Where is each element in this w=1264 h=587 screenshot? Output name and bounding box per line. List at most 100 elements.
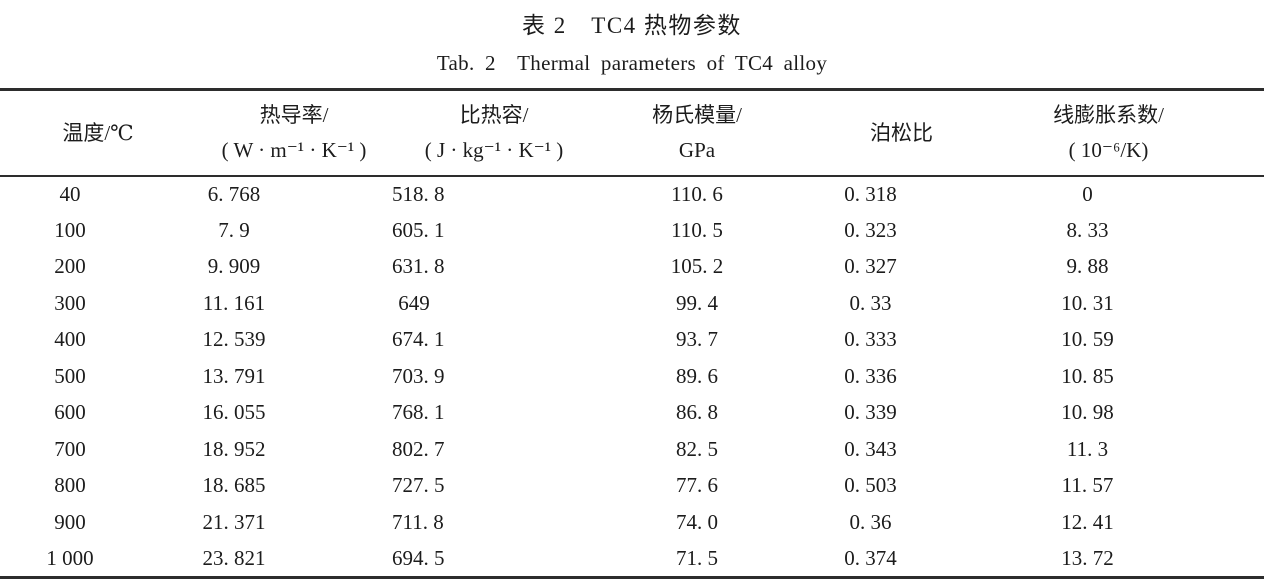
cell-poisson-ratio: 0. 33	[849, 290, 892, 315]
thermal-parameters-table: 温度/℃ 热导率/ ( W · m⁻¹ · K⁻¹ ) 比热容/ ( J · kg⁻¹ …	[0, 88, 1264, 579]
cell-youngs-modulus: 99. 4	[676, 290, 718, 315]
table-row: 700 18. 952 802. 7 82. 5 0. 343 11. 3	[0, 431, 1264, 468]
cell-youngs-modulus: 71. 5	[676, 545, 718, 570]
table-row: 100 7. 9 605. 1 110. 5 0. 323 8. 33	[0, 212, 1264, 249]
cell-poisson-ratio: 0. 323	[844, 217, 897, 242]
column-header-line: ( J · kg⁻¹ · K⁻¹ )	[424, 138, 564, 163]
cell-thermal-expansion: 0	[1082, 181, 1093, 206]
cell-temperature: 100	[54, 217, 86, 242]
cell-youngs-modulus: 110. 5	[671, 217, 723, 242]
table-row: 400 12. 539 674. 1 93. 7 0. 333 10. 59	[0, 322, 1264, 359]
cell-thermal-expansion: 10. 98	[1061, 400, 1114, 425]
cell-poisson-ratio: 0. 333	[844, 327, 897, 352]
cell-temperature: 900	[54, 509, 86, 534]
cell-temperature: 200	[54, 254, 86, 279]
table-row: 40 6. 768 518. 8 110. 6 0. 318 0	[0, 176, 1264, 213]
cell-specific-heat: 631. 8	[392, 254, 445, 279]
cell-youngs-modulus: 105. 2	[670, 254, 724, 279]
column-header-line: 杨氏模量/	[652, 103, 742, 127]
cell-thermal-expansion: 11. 57	[1061, 473, 1114, 498]
cell-specific-heat: 768. 1	[392, 400, 445, 425]
cell-thermal-conductivity: 18. 952	[202, 436, 266, 461]
table-row: 200 9. 909 631. 8 105. 2 0. 327 9. 88	[0, 249, 1264, 286]
column-header-poisson-ratio: 泊松比	[798, 90, 1005, 176]
cell-thermal-conductivity: 13. 791	[202, 363, 266, 388]
cell-thermal-conductivity: 11. 161	[202, 290, 266, 315]
cell-specific-heat: 605. 1	[392, 217, 445, 242]
cell-thermal-conductivity: 23. 821	[202, 545, 266, 570]
cell-thermal-conductivity: 12. 539	[202, 327, 266, 352]
column-header-line: 热导率/	[259, 103, 329, 127]
cell-specific-heat: 727. 5	[392, 473, 445, 498]
cell-poisson-ratio: 0. 336	[844, 363, 897, 388]
column-header-thermal-expansion: 线膨胀系数/ ( 10⁻⁶/K)	[1005, 90, 1264, 176]
column-header-line: ( 10⁻⁶/K)	[1068, 138, 1149, 163]
cell-thermal-expansion: 10. 85	[1061, 363, 1114, 388]
cell-temperature: 700	[54, 436, 86, 461]
table-title-zh: 表 2 TC4 热物参数	[522, 13, 742, 38]
cell-temperature: 800	[54, 473, 86, 498]
cell-poisson-ratio: 0. 36	[849, 509, 892, 534]
table-row: 800 18. 685 727. 5 77. 6 0. 503 11. 57	[0, 468, 1264, 505]
column-header-line: 泊松比	[870, 120, 933, 145]
table-row: 600 16. 055 768. 1 86. 8 0. 339 10. 98	[0, 395, 1264, 432]
table-row: 900 21. 371 711. 8 74. 0 0. 36 12. 41	[0, 504, 1264, 541]
cell-thermal-conductivity: 18. 685	[202, 473, 266, 498]
column-header-thermal-conductivity: 热导率/ ( W · m⁻¹ · K⁻¹ )	[196, 90, 392, 176]
table-row: 300 11. 161 649 99. 4 0. 33 10. 31	[0, 285, 1264, 322]
column-header-line: 温度/℃	[62, 120, 134, 145]
cell-thermal-expansion: 9. 88	[1066, 254, 1109, 279]
cell-specific-heat: 802. 7	[392, 436, 445, 461]
cell-youngs-modulus: 93. 7	[676, 327, 718, 352]
column-header-line: GPa	[678, 138, 716, 163]
cell-thermal-expansion: 10. 59	[1061, 327, 1114, 352]
table-header-row: 温度/℃ 热导率/ ( W · m⁻¹ · K⁻¹ ) 比热容/ ( J · kg⁻¹ …	[0, 90, 1264, 176]
column-header-specific-heat: 比热容/ ( J · kg⁻¹ · K⁻¹ )	[392, 90, 596, 176]
cell-temperature: 400	[54, 327, 86, 352]
cell-youngs-modulus: 77. 6	[676, 473, 718, 498]
cell-thermal-expansion: 11. 3	[1066, 436, 1109, 461]
cell-youngs-modulus: 82. 5	[676, 436, 718, 461]
column-header-line: 比热容/	[459, 103, 529, 127]
cell-specific-heat: 649	[398, 290, 430, 315]
cell-specific-heat: 674. 1	[392, 327, 445, 352]
cell-temperature: 1 000	[46, 545, 94, 570]
cell-thermal-expansion: 12. 41	[1061, 509, 1114, 534]
cell-specific-heat: 518. 8	[392, 181, 445, 206]
cell-youngs-modulus: 89. 6	[676, 363, 718, 388]
table-row: 1 000 23. 821 694. 5 71. 5 0. 374 13. 72	[0, 541, 1264, 578]
cell-thermal-conductivity: 7. 9	[218, 217, 250, 242]
column-header-temperature: 温度/℃	[0, 90, 196, 176]
cell-thermal-expansion: 13. 72	[1061, 545, 1114, 570]
table-header: 温度/℃ 热导率/ ( W · m⁻¹ · K⁻¹ ) 比热容/ ( J · kg⁻¹ …	[0, 90, 1264, 176]
table-title-en: Tab. 2 Thermal parameters of TC4 alloy	[436, 51, 828, 75]
cell-thermal-conductivity: 16. 055	[202, 400, 266, 425]
cell-thermal-conductivity: 6. 768	[207, 181, 261, 206]
cell-poisson-ratio: 0. 339	[844, 400, 897, 425]
cell-thermal-expansion: 8. 33	[1066, 217, 1109, 242]
cell-temperature: 500	[54, 363, 86, 388]
cell-poisson-ratio: 0. 374	[844, 545, 897, 570]
table-body: 40 6. 768 518. 8 110. 6 0. 318 0 100 7. 9 605. 1…	[0, 176, 1264, 578]
table-row: 500 13. 791 703. 9 89. 6 0. 336 10. 85	[0, 358, 1264, 395]
cell-thermal-conductivity: 9. 909	[207, 254, 261, 279]
column-header-line: ( W · m⁻¹ · K⁻¹ )	[221, 138, 367, 163]
cell-temperature: 300	[54, 290, 86, 315]
column-header-line: 线膨胀系数/	[1053, 103, 1164, 127]
column-header-youngs-modulus: 杨氏模量/GPa	[596, 90, 798, 176]
cell-youngs-modulus: 110. 6	[671, 181, 723, 206]
cell-poisson-ratio: 0. 343	[844, 436, 897, 461]
cell-thermal-conductivity: 21. 371	[202, 509, 266, 534]
cell-specific-heat: 694. 5	[392, 545, 445, 570]
cell-youngs-modulus: 74. 0	[676, 509, 718, 534]
cell-temperature: 40	[59, 181, 81, 206]
cell-specific-heat: 711. 8	[392, 509, 444, 534]
cell-poisson-ratio: 0. 318	[844, 181, 897, 206]
cell-temperature: 600	[54, 400, 86, 425]
cell-poisson-ratio: 0. 327	[844, 254, 897, 279]
cell-youngs-modulus: 86. 8	[676, 400, 718, 425]
cell-poisson-ratio: 0. 503	[844, 473, 897, 498]
cell-specific-heat: 703. 9	[392, 363, 445, 388]
cell-thermal-expansion: 10. 31	[1061, 290, 1114, 315]
